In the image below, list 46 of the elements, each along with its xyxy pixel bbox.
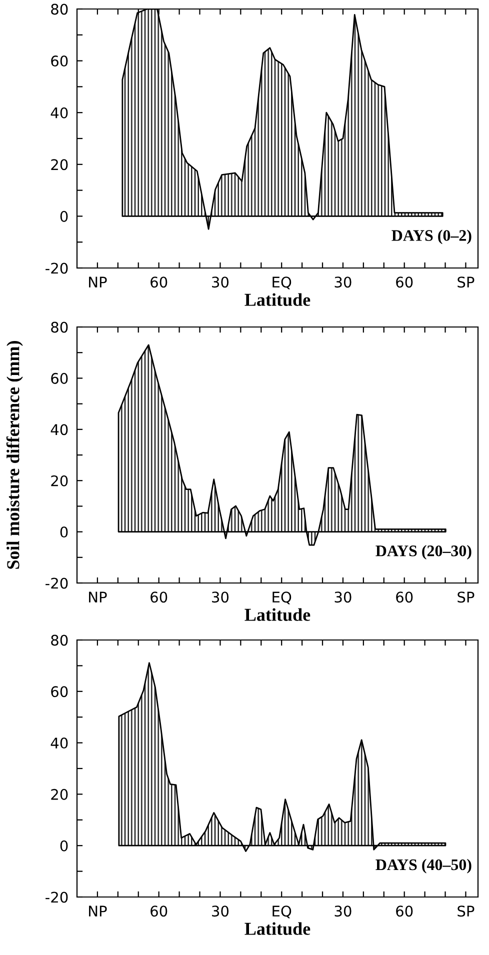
y-tick-label: 40 (50, 424, 68, 436)
x-tick-label: 30 (334, 276, 352, 288)
annotation: DAYS (40–50) (376, 858, 472, 874)
y-tick-label: 0 (60, 210, 68, 222)
x-tick-label: EQ (272, 592, 292, 604)
x-tick-label: NP (89, 592, 107, 602)
y-tick-label: 0 (60, 526, 68, 538)
y-tick-label: 0 (60, 840, 68, 852)
y-tick-label: 80 (51, 4, 68, 15)
x-axis-title: Latitude (244, 922, 310, 935)
x-axis-title: Latitude (244, 608, 310, 621)
y-tick-label: 80 (51, 634, 68, 646)
y-tick-label: -20 (46, 578, 68, 589)
x-tick-label: NP (89, 906, 107, 916)
x-tick-label: 60 (150, 276, 168, 288)
x-tick-label: EQ (272, 906, 292, 918)
x-tick-label: SP (458, 592, 474, 603)
x-tick-label: 30 (212, 276, 229, 288)
x-tick-label: SP (458, 276, 474, 288)
x-tick-label: EQ (272, 276, 292, 290)
x-tick-label: NP (89, 276, 107, 288)
annotation: DAYS (20–30) (376, 545, 472, 560)
x-tick-label: 30 (212, 592, 229, 603)
y-tick-label: 20 (51, 475, 68, 486)
x-axis-title: Latitude (244, 293, 310, 306)
x-tick-label: SP (458, 906, 474, 917)
y-tick-label: -20 (46, 262, 68, 274)
x-tick-label: 30 (334, 592, 352, 603)
x-tick-label: 30 (212, 906, 229, 917)
y-tick-label: 20 (51, 159, 68, 170)
x-tick-label: 60 (150, 906, 168, 917)
x-tick-label: 30 (334, 906, 352, 917)
y-tick-label: 60 (51, 56, 68, 67)
x-tick-label: 60 (150, 592, 168, 603)
y-tick-label: 60 (51, 686, 68, 698)
x-tick-label: 60 (396, 276, 413, 288)
x-tick-label: 60 (396, 592, 413, 603)
y-tick-label: 20 (51, 788, 68, 800)
y-tick-label: 60 (51, 372, 68, 384)
annotation: DAYS (0–2) (392, 230, 472, 244)
y-tick-label: 40 (50, 107, 68, 118)
y-tick-label: 80 (51, 322, 68, 333)
y-tick-label: 40 (50, 738, 68, 749)
y-axis-title: Soil moisture difference (mm) (6, 341, 23, 569)
y-tick-label: -20 (46, 892, 68, 903)
x-tick-label: 60 (396, 906, 413, 917)
